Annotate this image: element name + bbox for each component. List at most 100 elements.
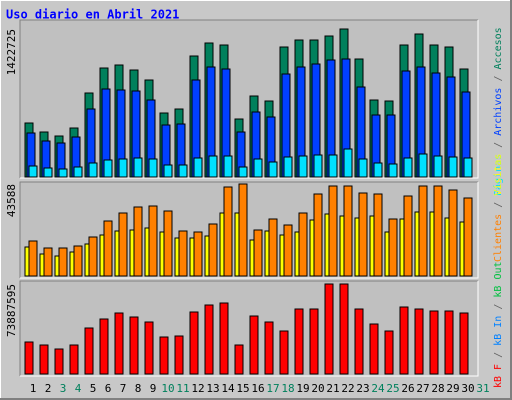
x-tick-label: 19 <box>296 382 309 395</box>
bar <box>69 344 79 375</box>
x-tick-label: 16 <box>251 382 264 395</box>
x-tick-label: 1 <box>30 382 37 395</box>
bar <box>129 316 139 375</box>
bar <box>253 158 263 178</box>
panel-light <box>20 182 479 279</box>
legend: Clientes / Visitas <box>493 154 504 262</box>
bar <box>223 186 233 277</box>
bar <box>373 162 383 178</box>
legend: kB F / kB In / kB Out <box>493 261 504 388</box>
legend-entry: Archivos <box>493 88 504 136</box>
bar <box>28 240 38 277</box>
legend: Páginas / Archivos / Accesos <box>492 27 504 196</box>
bar <box>448 156 458 178</box>
bar <box>268 161 278 178</box>
legend-entry: Clientes <box>493 214 504 262</box>
bar <box>264 321 274 375</box>
x-tick-label: 27 <box>416 382 429 395</box>
bar <box>208 223 218 277</box>
legend-separator: / <box>493 352 504 358</box>
bar <box>298 212 308 277</box>
bar <box>178 164 188 178</box>
bar <box>328 185 338 277</box>
bar <box>418 153 428 178</box>
bar <box>399 306 409 375</box>
bar <box>73 166 83 178</box>
chart-title: Uso diario en Abril 2021 <box>6 8 179 22</box>
x-tick-label: 25 <box>386 382 399 395</box>
panel-light <box>20 281 479 377</box>
bar <box>279 330 289 375</box>
legend-separator: / <box>493 202 504 208</box>
x-tick-label: 21 <box>326 382 339 395</box>
bar <box>133 157 143 178</box>
bar <box>298 155 308 178</box>
bar <box>384 330 394 375</box>
bar <box>204 304 214 375</box>
bar <box>88 236 98 277</box>
bar <box>433 185 443 277</box>
x-tick-label: 4 <box>75 382 82 395</box>
x-tick-label: 2 <box>45 382 52 395</box>
bar <box>343 148 353 178</box>
bar <box>73 245 83 277</box>
bar <box>99 318 109 375</box>
bar <box>313 193 323 277</box>
bar <box>268 218 278 277</box>
legend-entry: kB Out <box>493 261 504 297</box>
bar <box>358 158 368 178</box>
bar <box>388 163 398 178</box>
bar <box>369 323 379 375</box>
x-tick-label: 15 <box>236 382 249 395</box>
legend-entry: kB In <box>493 316 504 346</box>
bar <box>343 185 353 277</box>
bar <box>114 312 124 375</box>
bar <box>43 167 53 178</box>
legend-entry: Visitas <box>493 154 504 196</box>
bar <box>193 231 203 277</box>
bar <box>463 197 473 277</box>
bar <box>39 344 49 375</box>
bar <box>253 229 263 277</box>
bar <box>189 311 199 375</box>
bar <box>144 321 154 375</box>
bar <box>118 158 128 178</box>
x-tick-label: 22 <box>341 382 354 395</box>
bar <box>43 247 53 277</box>
bar <box>163 164 173 178</box>
x-tick-label: 26 <box>401 382 414 395</box>
bar <box>84 327 94 375</box>
bar <box>283 224 293 277</box>
bar <box>238 166 248 178</box>
bar <box>58 168 68 178</box>
bar <box>459 312 469 375</box>
bar <box>358 192 368 277</box>
legend-separator: / <box>493 142 504 148</box>
bar <box>444 310 454 375</box>
bar <box>159 336 169 375</box>
x-tick-label: 30 <box>461 382 474 395</box>
bar <box>174 335 184 375</box>
bar <box>403 157 413 178</box>
bar <box>118 212 128 277</box>
x-tick-label: 5 <box>90 382 97 395</box>
x-tick-label: 31 <box>476 382 489 395</box>
bar <box>283 156 293 178</box>
bar <box>193 157 203 178</box>
y-tick-label: 73887595 <box>5 284 18 337</box>
legend-separator: / <box>493 304 504 310</box>
bar <box>238 183 248 277</box>
x-tick-label: 17 <box>266 382 279 395</box>
bar <box>433 155 443 178</box>
legend-entry: Páginas <box>492 154 504 196</box>
bar <box>103 159 113 178</box>
bar <box>54 348 64 375</box>
x-tick-label: 10 <box>161 382 174 395</box>
x-tick-label: 29 <box>446 382 459 395</box>
bar <box>328 154 338 178</box>
bar <box>324 283 334 375</box>
x-tick-label: 14 <box>221 382 235 395</box>
bar <box>429 310 439 375</box>
x-tick-label: 12 <box>191 382 204 395</box>
bar <box>414 308 424 375</box>
